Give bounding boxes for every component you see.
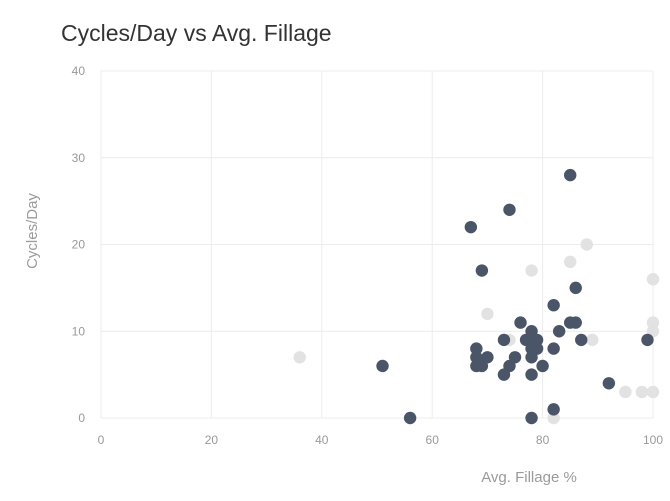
data-point-dark <box>569 281 582 295</box>
x-axis-title: Avg. Fillage % <box>481 469 577 486</box>
data-point-light <box>619 385 632 399</box>
data-point-dark <box>376 359 389 373</box>
data-point-light <box>646 316 660 329</box>
data-point-dark <box>575 333 588 347</box>
data-point-dark <box>552 325 566 338</box>
y-tick-label: 40 <box>72 64 86 78</box>
data-point-dark <box>525 411 538 425</box>
data-point-dark <box>530 333 544 347</box>
data-point-light <box>564 255 577 269</box>
data-point-dark <box>536 359 549 373</box>
y-tick-label: 30 <box>72 151 86 165</box>
data-point-dark <box>547 342 560 355</box>
x-tick-label: 100 <box>643 433 663 447</box>
data-point-light <box>525 264 538 277</box>
data-point-light <box>646 273 660 286</box>
data-point-dark <box>602 377 616 390</box>
data-point-dark <box>547 403 560 416</box>
data-point-light <box>646 385 660 399</box>
data-point-dark <box>530 342 544 355</box>
data-point-dark <box>470 342 483 355</box>
data-point-dark <box>525 368 538 381</box>
data-point-dark <box>508 351 522 364</box>
data-point-dark <box>569 316 582 329</box>
y-tick-label: 10 <box>72 324 86 338</box>
x-tick-label: 40 <box>315 433 329 447</box>
chart-title: Cycles/Day vs Avg. Fillage <box>61 20 332 46</box>
data-point-light <box>293 351 306 364</box>
data-point-light <box>481 307 494 321</box>
y-tick-label: 0 <box>78 411 85 425</box>
data-point-dark <box>475 264 489 277</box>
y-axis-title: Cycles/Day <box>24 193 41 269</box>
x-tick-label: 20 <box>205 433 219 447</box>
data-point-dark <box>514 316 527 329</box>
x-tick-label: 0 <box>98 433 105 447</box>
data-point-light <box>580 238 593 251</box>
data-point-light <box>586 333 599 347</box>
data-point-dark <box>547 299 560 312</box>
data-point-dark <box>503 203 516 216</box>
data-point-light <box>547 411 560 425</box>
data-point-dark <box>481 351 494 364</box>
data-point-dark <box>641 333 654 347</box>
x-tick-label: 80 <box>536 433 550 447</box>
data-point-dark <box>403 411 417 425</box>
x-tick-label: 60 <box>426 433 440 447</box>
data-point-light <box>635 385 649 399</box>
data-point-dark <box>497 333 511 347</box>
y-tick-label: 20 <box>72 238 86 252</box>
data-point-dark <box>464 220 478 234</box>
data-point-dark <box>564 168 577 182</box>
